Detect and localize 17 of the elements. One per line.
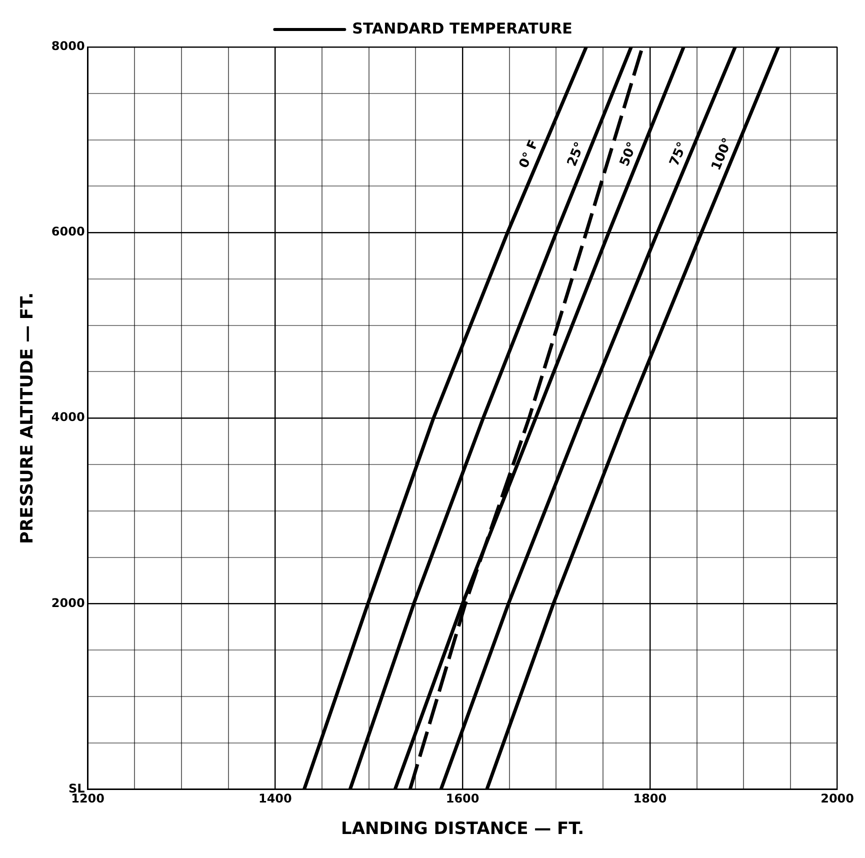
y-tick-label: 2000 [51, 596, 85, 610]
x-tick-label: 1600 [446, 792, 480, 806]
x-tick-label: 1400 [258, 792, 292, 806]
text: 0° F [516, 138, 542, 170]
x-axis-title: LANDING DISTANCE — FT. [340, 819, 584, 840]
text: 100° [709, 136, 736, 173]
y-tick-label: 4000 [51, 410, 85, 424]
legend-label: STANDARD TEMPERATURE [352, 19, 572, 38]
x-tick-label: 1200 [71, 792, 104, 806]
x-tick-label: 1800 [633, 792, 667, 806]
text: 25° [564, 140, 588, 169]
y-axis-title: PRESSURE ALTITUDE — FT. [18, 292, 38, 544]
x-tick-label: 2000 [820, 792, 854, 806]
y-tick-label: 6000 [51, 224, 85, 239]
text: 75° [667, 140, 690, 168]
y-tick-label: 8000 [51, 39, 85, 54]
text: 50° [617, 140, 640, 169]
